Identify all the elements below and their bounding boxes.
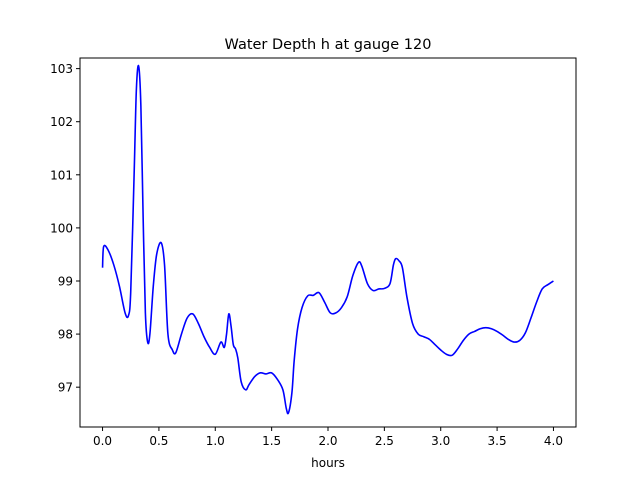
x-axis-label: hours <box>311 456 345 470</box>
y-tick-label: 100 <box>50 221 73 235</box>
y-tick-label: 101 <box>50 168 73 182</box>
y-tick-label: 99 <box>58 274 73 288</box>
plot-area <box>101 64 554 415</box>
x-tick-label: 2.5 <box>375 434 394 448</box>
y-axis: 97 98 99 100 101 102 103 <box>50 62 80 395</box>
y-tick-label: 98 <box>58 328 73 342</box>
x-tick-label: 4.0 <box>544 434 563 448</box>
x-tick-label: 1.0 <box>206 434 225 448</box>
x-tick-label: 0.5 <box>149 434 168 448</box>
x-tick-label: 1.5 <box>262 434 281 448</box>
x-tick-label: 0.0 <box>93 434 112 448</box>
x-tick-label: 3.0 <box>431 434 450 448</box>
y-tick-label: 97 <box>58 381 73 395</box>
chart-title: Water Depth h at gauge 120 <box>225 37 432 53</box>
y-tick-label: 102 <box>50 115 73 129</box>
x-axis: 0.0 0.5 1.0 1.5 2.0 2.5 3.0 3.5 4.0 <box>93 427 563 448</box>
series-line <box>101 64 554 415</box>
x-tick-label: 3.5 <box>488 434 507 448</box>
x-tick-label: 2.0 <box>318 434 337 448</box>
y-tick-label: 103 <box>50 62 73 76</box>
